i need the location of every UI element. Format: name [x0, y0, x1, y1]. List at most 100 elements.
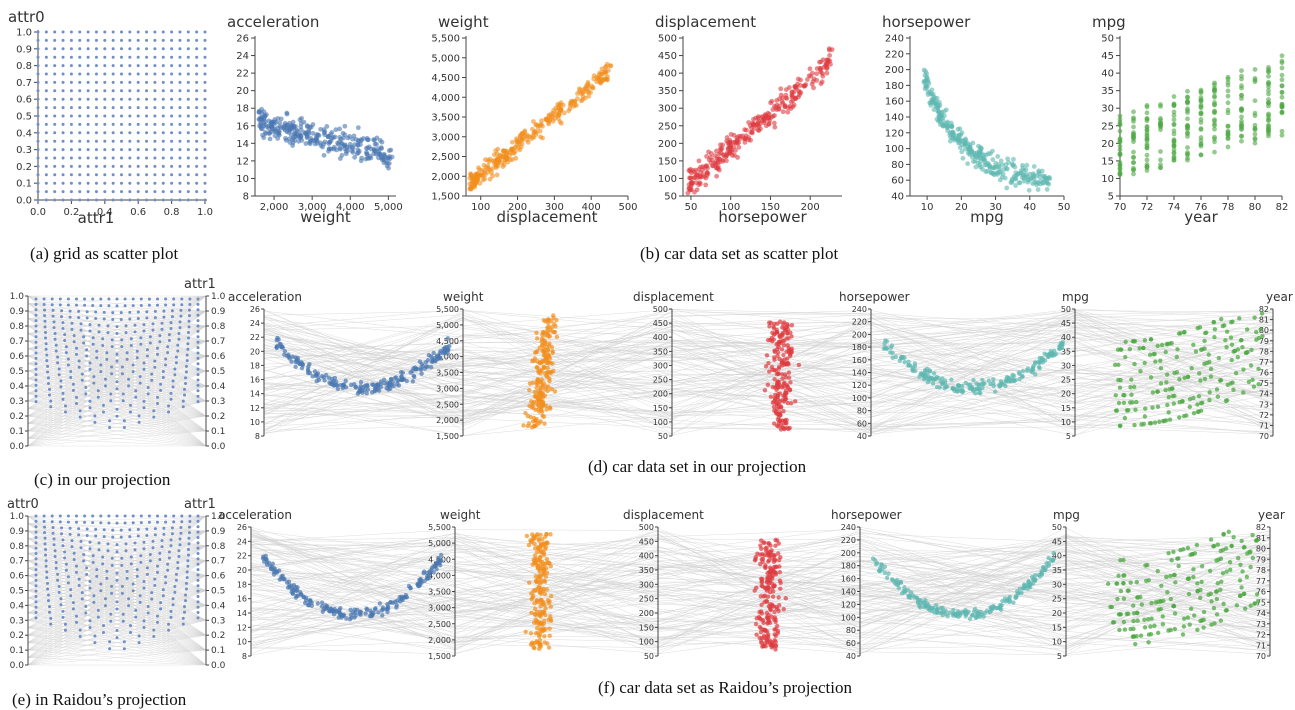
data-point: [107, 324, 110, 327]
data-point: [1151, 390, 1155, 394]
data-point: [303, 141, 308, 146]
data-point: [95, 356, 98, 359]
data-point: [71, 545, 74, 548]
data-point: [120, 564, 123, 567]
data-point: [1266, 88, 1271, 93]
data-point: [44, 320, 47, 323]
data-point: [540, 414, 544, 418]
data-point: [197, 346, 200, 349]
data-point: [527, 388, 531, 392]
data-point: [178, 165, 181, 168]
data-point: [173, 585, 176, 588]
data-point: [103, 535, 106, 538]
data-point: [988, 151, 993, 156]
data-point: [548, 405, 552, 409]
data-point: [197, 600, 200, 603]
data-point: [116, 636, 119, 639]
data-point: [180, 298, 183, 301]
data-point: [359, 380, 363, 384]
data-point: [1162, 419, 1166, 423]
data-point: [164, 298, 167, 301]
data-point: [104, 604, 107, 607]
axis-tick-label: 120: [841, 600, 856, 609]
data-point: [186, 354, 189, 357]
data-point: [120, 318, 123, 321]
axis-tick-label: 220: [852, 318, 867, 327]
data-point: [62, 182, 65, 185]
data-point: [87, 182, 90, 185]
data-point: [35, 611, 38, 614]
y-tick-label: 0.1: [16, 179, 32, 190]
data-point: [1226, 111, 1231, 116]
data-point: [62, 544, 65, 547]
axis-tick-label: 200: [653, 390, 668, 399]
data-point: [116, 522, 119, 525]
data-point: [60, 315, 63, 318]
data-point: [1158, 116, 1163, 121]
data-point: [45, 190, 48, 193]
data-point: [170, 56, 173, 59]
data-point: [128, 140, 131, 143]
polyline: [28, 439, 206, 447]
data-point: [170, 544, 173, 547]
data-point: [35, 352, 38, 355]
data-point: [97, 389, 100, 392]
data-point: [137, 528, 140, 531]
data-point: [120, 98, 123, 101]
data-point: [419, 372, 423, 376]
data-point: [491, 158, 496, 163]
axis-tick-label: 100: [639, 638, 654, 647]
data-point: [204, 89, 207, 92]
data-point: [162, 594, 165, 597]
data-point: [153, 64, 156, 67]
data-point: [149, 341, 152, 344]
axis-tick-label: 78: [1256, 566, 1266, 575]
data-point: [78, 165, 81, 168]
data-point: [75, 347, 78, 350]
data-point: [70, 182, 73, 185]
data-point: [70, 73, 73, 76]
data-point: [177, 555, 180, 558]
axis-tick-label: 20: [237, 566, 247, 575]
data-point: [70, 173, 73, 176]
data-point: [37, 157, 40, 160]
data-point: [35, 384, 38, 387]
data-point: [173, 367, 176, 370]
data-point: [52, 315, 55, 318]
data-point: [262, 115, 267, 120]
data-point: [276, 130, 281, 135]
data-point: [304, 132, 309, 137]
data-point: [35, 400, 38, 403]
data-point: [70, 157, 73, 160]
data-point: [82, 335, 85, 338]
data-point: [977, 150, 982, 155]
y-tick-label: 2,000: [431, 172, 460, 183]
data-point: [1199, 144, 1204, 149]
data-point: [769, 395, 773, 399]
data-point: [112, 89, 115, 92]
data-point: [1158, 102, 1163, 107]
data-point: [156, 565, 159, 568]
data-point: [170, 115, 173, 118]
axis-tick-label: 60: [857, 419, 867, 428]
axis-tick-label: 0.6: [211, 352, 226, 362]
data-point: [53, 182, 56, 185]
data-point: [757, 124, 762, 129]
data-point: [112, 39, 115, 42]
data-point: [37, 56, 40, 59]
data-point: [1145, 153, 1150, 158]
data-point: [1226, 124, 1231, 129]
data-point: [116, 415, 119, 418]
data-point: [162, 182, 165, 185]
data-point: [1244, 350, 1248, 354]
data-point: [164, 515, 167, 518]
data-point: [103, 199, 106, 202]
data-point: [120, 47, 123, 50]
data-point: [701, 172, 706, 177]
axis-tick-label: 0.7: [211, 337, 225, 347]
data-point: [819, 59, 824, 64]
data-point: [62, 131, 65, 134]
data-point: [35, 362, 38, 365]
data-point: [67, 575, 70, 578]
data-point: [91, 515, 94, 518]
